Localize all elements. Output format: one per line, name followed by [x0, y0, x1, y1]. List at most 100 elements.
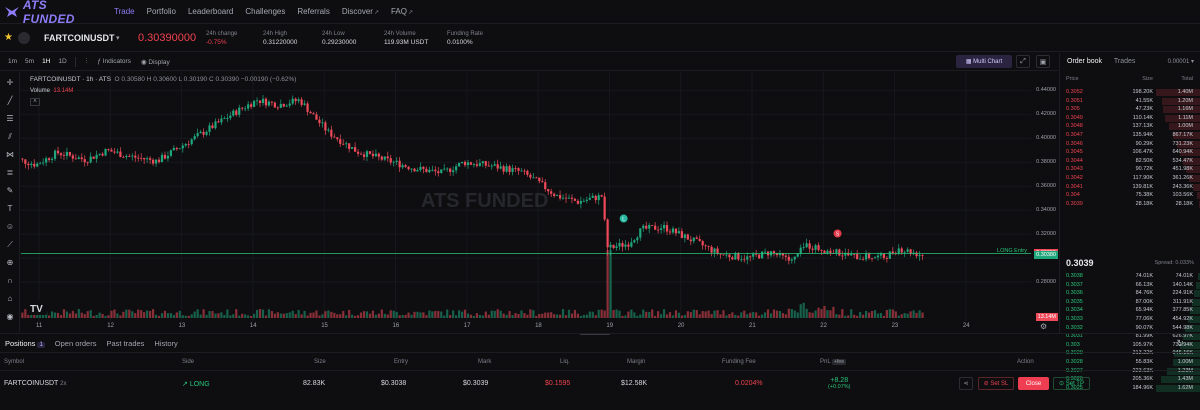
volume-bar [915, 312, 918, 318]
nav-leaderboard[interactable]: Leaderboard [187, 7, 234, 16]
chevron-down-icon[interactable]: ▾ [116, 35, 120, 42]
price-chart[interactable]: ATS FUNDED LONG Entry L S TV [21, 72, 1031, 322]
zoom-in-icon[interactable]: ⊕ [6, 258, 14, 267]
tab-history[interactable]: History [154, 338, 178, 348]
candle [434, 169, 437, 172]
magnet-icon[interactable]: ∩ [7, 276, 13, 285]
bid-row[interactable]: 0.3027 223.63K 1.23M [1060, 367, 1200, 375]
refresh-icon[interactable]: ↻ [1176, 338, 1184, 348]
tab-trades[interactable]: Trades [1113, 58, 1136, 65]
bid-row[interactable]: 0.3028 55.83K 1.00M [1060, 359, 1200, 366]
bid-row[interactable]: 0.3034 65.94K 377.85K [1060, 307, 1200, 315]
volume-bar [255, 309, 259, 318]
nav-trade[interactable]: Trade [114, 7, 135, 16]
candle [416, 170, 419, 172]
emoji-icon[interactable]: ☺ [5, 222, 15, 231]
nav-discover[interactable]: Discover↗ [342, 7, 379, 16]
timeframe-1d[interactable]: 1D [58, 58, 67, 65]
eye-icon[interactable]: ◉ [6, 312, 14, 321]
layout-button[interactable]: ▣ [1036, 55, 1050, 68]
channel-icon[interactable]: ⫽ [8, 132, 12, 141]
bid-row[interactable]: 0.3032 90.07K 544.98K [1060, 324, 1200, 332]
divider [0, 370, 1200, 371]
tab-open-orders[interactable]: Open orders [54, 338, 97, 348]
candle [92, 156, 95, 159]
tab-positions[interactable]: Positions 1 [5, 339, 45, 348]
tick-size-select[interactable]: 0.00001 ▾ [1168, 58, 1194, 65]
symbol-selector[interactable]: FARTCOINUSDT [44, 33, 115, 43]
nav-challenges[interactable]: Challenges [245, 7, 286, 16]
timeframe-1h[interactable]: 1H [42, 58, 51, 65]
pnl-fee-badge[interactable]: +fee [832, 359, 846, 365]
indicators-button[interactable]: ƒ Indicators [97, 58, 131, 65]
candle [867, 253, 871, 259]
tab-past-trades[interactable]: Past trades [106, 338, 145, 348]
settings-gear-icon[interactable]: ⚙ [1040, 322, 1048, 331]
display-button[interactable]: ◉ Display [141, 58, 170, 66]
candle [900, 248, 903, 253]
close-position-button[interactable]: Close [1018, 377, 1049, 390]
nav-portfolio[interactable]: Portfolio [146, 7, 176, 16]
bid-row[interactable]: 0.3035 87.00K 311.91K [1060, 298, 1200, 306]
timeframe-1m[interactable]: 1m [8, 58, 18, 65]
ask-row[interactable]: 0.3044 82.50K 534.47K [1060, 157, 1200, 165]
candle [455, 166, 458, 171]
bid-row[interactable]: 0.3036 84.76K 224.91K [1060, 290, 1200, 298]
set-tp-button[interactable]: ⊙ Set TP [1053, 377, 1090, 390]
set-sl-button[interactable]: ⊘ Set SL [978, 377, 1014, 390]
pattern-icon[interactable]: ⋈ [6, 150, 14, 159]
ask-row[interactable]: 0.3043 90.72K 451.98K [1060, 166, 1200, 174]
bid-row[interactable]: 0.3029 213.22K 946.16K [1060, 350, 1200, 358]
bid-row[interactable]: 0.3033 77.06K 454.92K [1060, 316, 1200, 323]
ask-row[interactable]: 0.3047 135.94K 867.17K [1060, 132, 1200, 139]
volume-bar [564, 315, 568, 318]
bid-row[interactable]: 0.3025 184.96K 1.62M [1060, 384, 1200, 392]
ask-row[interactable]: 0.3048 137.13K 1.00M [1060, 123, 1200, 131]
ask-row[interactable]: 0.3041 139.81K 243.36K [1060, 183, 1200, 191]
ask-row[interactable]: 0.3045 106.47K 640.94K [1060, 149, 1200, 157]
ask-row[interactable]: 0.3052 198.20K 1.40M [1060, 89, 1200, 96]
volume-bar [600, 309, 603, 318]
chart-type-icon[interactable]: ⫶ [85, 57, 88, 65]
favorite-star-icon[interactable]: ★ [4, 32, 13, 43]
candle [83, 159, 86, 163]
bid-row[interactable]: 0.3038 74.01K 74.01K [1060, 273, 1200, 280]
nav-faq[interactable]: FAQ↗ [391, 7, 413, 16]
fib-icon[interactable]: ≣ [6, 168, 14, 177]
ask-row[interactable]: 0.305 47.23K 1.16M [1060, 106, 1200, 114]
ruler-icon[interactable]: ⟋ [7, 240, 13, 249]
tab-order-book[interactable]: Order book [1067, 58, 1103, 65]
ask-row[interactable]: 0.3039 28.18K 28.18K [1060, 200, 1200, 208]
pane-resize-handle[interactable] [580, 333, 610, 335]
multi-chart-button[interactable]: ▦ Multi Chart [956, 55, 1012, 68]
ask-row[interactable]: 0.304 75.38K 103.56K [1060, 192, 1200, 200]
share-button[interactable]: ⋖ [959, 377, 973, 390]
timeframe-5m[interactable]: 5m [25, 58, 35, 65]
crosshair-icon[interactable]: ✛ [6, 78, 14, 87]
volume-bar [909, 311, 912, 318]
fullscreen-button[interactable]: ⤢ [1016, 55, 1030, 68]
ask-row[interactable]: 0.3051 41.55K 1.20M [1060, 97, 1200, 105]
volume-bar [873, 310, 877, 318]
ask-row[interactable]: 0.3049 110.14K 1.11M [1060, 114, 1200, 122]
volume-bar [80, 312, 83, 318]
price-axis[interactable]: 0.44000 0.42000 0.40000 0.38000 0.36000 0.340… [1031, 72, 1058, 322]
text-icon[interactable]: T [7, 204, 13, 213]
logo[interactable]: ATS FUNDED [4, 0, 102, 26]
brush-icon[interactable]: ✎ [6, 186, 14, 195]
bid-row[interactable]: 0.3026 205.36K 1.43M [1060, 376, 1200, 384]
bid-row[interactable]: 0.3037 66.13K 140.14K [1060, 281, 1200, 289]
candle [24, 159, 27, 164]
lock-icon[interactable]: ⌂ [7, 294, 13, 303]
collapse-legend-button[interactable]: ˄ [30, 98, 40, 106]
bid-row[interactable]: 0.303 105.97K 732.94K [1060, 341, 1200, 349]
horizontal-lines-icon[interactable]: ☰ [6, 114, 14, 123]
bid-row[interactable]: 0.3031 81.99K 626.97K [1060, 333, 1200, 341]
ask-row[interactable]: 0.3046 90.29K 731.23K [1060, 140, 1200, 148]
ask-row[interactable]: 0.3042 117.90K 361.26K [1060, 175, 1200, 182]
position-symbol[interactable]: FARTCOINUSDT 2x [4, 380, 67, 387]
trend-line-icon[interactable]: ╱ [7, 96, 13, 105]
candle [440, 169, 443, 174]
candle [761, 251, 764, 259]
nav-referrals[interactable]: Referrals [297, 7, 330, 16]
